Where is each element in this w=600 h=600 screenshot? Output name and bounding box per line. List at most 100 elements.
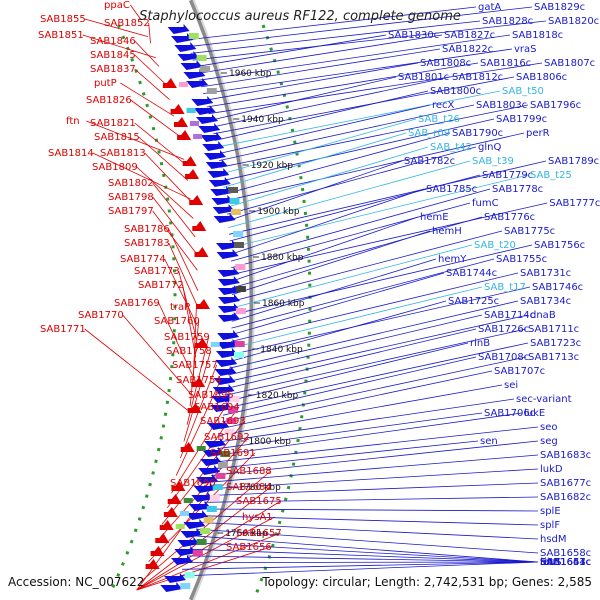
right-gene-label: seo: [540, 422, 557, 433]
minus-strand-gene: [164, 573, 186, 583]
left-gene-label: SAB1821: [90, 118, 136, 129]
left-callout-line: [175, 379, 222, 476]
right-gene-label: seg: [540, 436, 558, 447]
left-gene-label: SAB1826: [86, 95, 132, 106]
right-callout-line: [207, 468, 539, 490]
left-gene-label: SAB1773: [134, 266, 180, 277]
right-gene-label: SAB1723c: [530, 338, 581, 349]
minus-strand-gene: [191, 96, 214, 106]
right-callout-line: [220, 104, 529, 168]
right-callout-line: [226, 146, 477, 215]
right-callout-line: [231, 230, 503, 302]
right-callout-line: [198, 522, 539, 540]
genome-backbone: [188, 0, 255, 600]
minus-strand-gene: [216, 339, 239, 349]
right-gene-label: lukE: [524, 408, 545, 419]
right-gene-label: perR: [526, 128, 550, 139]
plus-strand-gene: [182, 156, 197, 166]
outer-guide-ring: [254, 24, 312, 596]
right-gene-label: sec-variant: [516, 394, 572, 405]
right-gene-label: SAB1799c: [496, 114, 547, 125]
left-callout-line: [168, 242, 199, 308]
right-gene-label: SAB1713c: [528, 352, 579, 363]
right-gene-label: splF: [540, 520, 560, 531]
minus-strand-gene: [202, 447, 225, 457]
genome-summary-text: Topology: circular; Length: 2,742,531 bp…: [261, 575, 592, 589]
right-callout-line: [228, 160, 471, 228]
left-callout-line: [168, 228, 199, 291]
right-gene-label: SAB1812c: [452, 72, 503, 83]
left-gene-label: SAB1846: [90, 36, 136, 47]
kbp-tick-label: 1800 kbp: [249, 437, 292, 447]
right-gene-label: SAB1830c: [388, 30, 439, 41]
right-callout-line: [213, 76, 515, 135]
right-gene-label: SAB1651c: [540, 557, 591, 568]
right-gene-label: vraS: [514, 44, 537, 55]
cog-category-box: [235, 286, 246, 292]
right-callout-line: [227, 160, 403, 222]
right-gene-label: sen: [480, 436, 498, 447]
left-gene-label: SAB1760: [154, 316, 200, 327]
minus-strand-gene: [204, 438, 226, 448]
left-gene-label: SAB1693: [200, 416, 246, 427]
right-gene-label: hsdM: [540, 534, 567, 545]
cog-category-box: [193, 134, 203, 139]
cog-category-box: [212, 484, 223, 490]
left-callout-line: [82, 34, 157, 59]
left-callout-line: [84, 18, 149, 37]
minus-strand-gene: [198, 465, 221, 475]
right-callout-line: [189, 548, 539, 563]
left-gene-label: SAB1675: [236, 496, 282, 507]
cog-category-box: [196, 55, 207, 61]
cog-category-box: [229, 198, 240, 204]
right-callout-line: [201, 48, 441, 88]
right-callout-line: [225, 132, 525, 202]
right-callout-line: [200, 515, 539, 526]
cog-category-box: [183, 498, 193, 503]
right-callout-line: [231, 244, 533, 316]
right-callout-line: [197, 34, 443, 74]
left-callout-line: [86, 120, 185, 160]
right-callout-line: [231, 216, 483, 289]
right-gene-label: SAB_r09: [408, 128, 450, 139]
minus-strand-gene: [188, 501, 211, 511]
left-callout-line: [138, 136, 189, 181]
left-gene-label: SAB1692: [204, 432, 250, 443]
plus-strand-gene: [170, 104, 185, 114]
right-callout-line: [216, 90, 501, 148]
minus-strand-gene: [216, 249, 239, 259]
cog-category-box: [234, 242, 244, 248]
left-callout-line: [84, 328, 190, 412]
right-callout-line: [229, 174, 481, 242]
left-gene-label: SAB1769: [114, 298, 160, 309]
minus-strand-gene: [217, 267, 240, 277]
right-gene-label: SAB1782c: [404, 156, 455, 167]
minus-strand-gene: [174, 42, 197, 52]
right-callout-line: [225, 328, 527, 396]
kbp-tick-label: 1760 kbp: [225, 529, 268, 539]
left-callout-line: [139, 470, 271, 583]
cog-category-box: [228, 407, 238, 413]
right-gene-label: SAB1775c: [504, 226, 555, 237]
left-callout-line: [92, 152, 192, 200]
right-callout-line: [226, 146, 429, 208]
minus-strand-gene: [205, 159, 228, 169]
left-callout-line: [152, 182, 196, 238]
left-callout-line: [120, 82, 175, 117]
left-gene-label: hysA1: [242, 512, 273, 523]
left-gene-label: SAB1656: [226, 542, 272, 553]
right-gene-label: SAB_t42: [430, 142, 472, 153]
right-callout-line: [206, 62, 479, 108]
left-callout-line: [178, 270, 198, 341]
right-callout-line: [218, 104, 475, 161]
right-gene-label: SAB1808c: [420, 58, 471, 69]
left-gene-label: SAB1684: [226, 482, 272, 493]
label-layer: 1960 kbp 1940 kbp 1920 kbp 1900 kbp 1880 kbp…: [38, 0, 600, 568]
right-gene-label: lukD: [540, 464, 563, 475]
cog-category-box: [180, 583, 191, 589]
right-gene-label: SAB1664c: [540, 557, 591, 568]
minus-strand-gene: [207, 420, 230, 430]
right-callout-line: [231, 258, 437, 322]
right-gene-label: SAB1755c: [496, 254, 547, 265]
left-gene-label: SAB1695: [188, 390, 234, 401]
